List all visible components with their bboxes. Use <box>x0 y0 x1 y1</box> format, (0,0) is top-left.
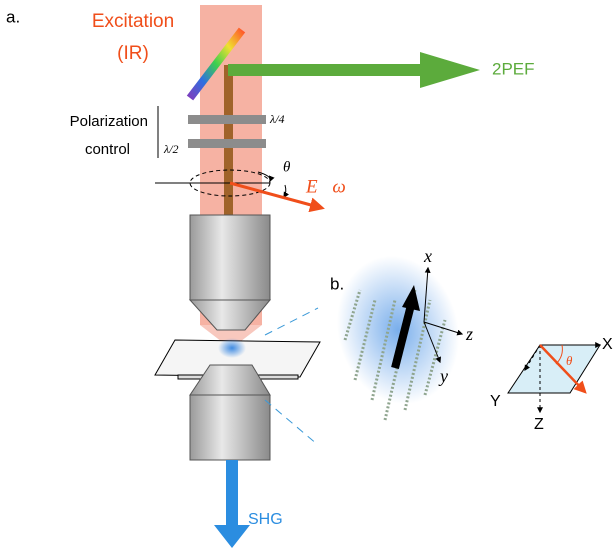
panel-label: a. <box>6 7 20 26</box>
angle-label: θ <box>283 159 291 175</box>
axis-label: Z <box>534 416 544 433</box>
axis-label: z <box>465 324 473 344</box>
field-label: E⃗ω <box>305 176 346 197</box>
labels: a. Excitation (IR) 2PEF Polarization con… <box>6 7 613 528</box>
fluorescence-label: 2PEF <box>492 59 535 78</box>
optics <box>154 5 480 548</box>
waveplate-label: λ/2 <box>163 142 179 156</box>
harmonic-label: SHG <box>248 511 283 528</box>
polarization-label: control <box>85 141 130 158</box>
axis-label: X <box>602 336 613 353</box>
panel-label: b. <box>330 274 344 293</box>
angle-label: θ <box>566 353 573 368</box>
excitation-label: Excitation <box>92 11 174 32</box>
axis-label: y <box>438 366 448 386</box>
axis-label: x <box>423 246 432 266</box>
polarization-label: Polarization <box>70 113 148 130</box>
sample <box>336 255 602 421</box>
axis-label: Y <box>490 393 501 410</box>
waveplate-label: λ/4 <box>269 112 285 126</box>
excitation-sub: (IR) <box>117 43 149 64</box>
